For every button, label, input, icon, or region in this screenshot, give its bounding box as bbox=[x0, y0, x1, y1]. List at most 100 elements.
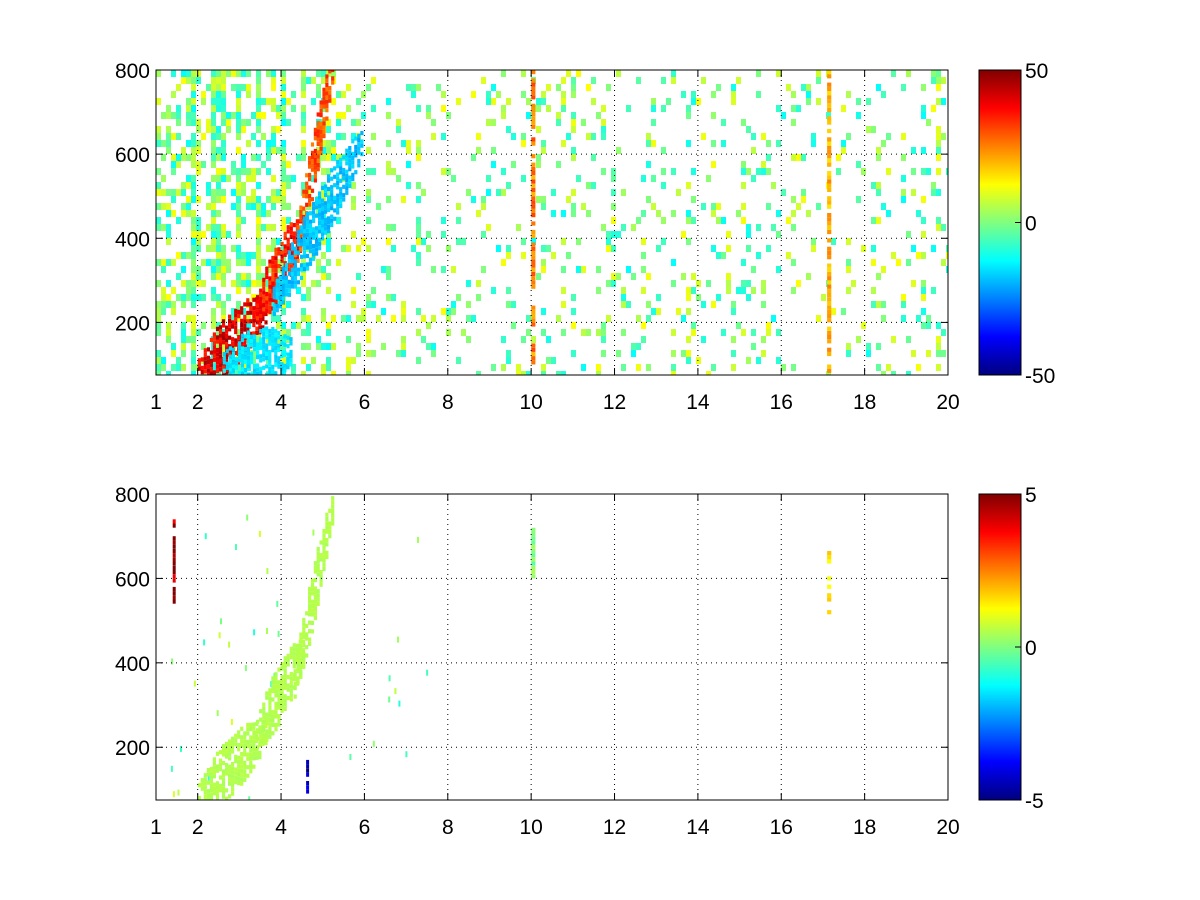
heatmap-cell bbox=[827, 347, 832, 352]
heatmap-cell bbox=[296, 210, 301, 217]
heatmap-cell bbox=[186, 336, 191, 343]
heatmap-cell bbox=[681, 273, 686, 280]
heatmap-cell bbox=[236, 168, 241, 175]
heatmap-cell bbox=[876, 301, 881, 308]
heatmap-cell bbox=[225, 754, 229, 759]
heatmap-cell bbox=[531, 196, 536, 201]
heatmap-cell bbox=[280, 662, 284, 667]
heatmap-cell bbox=[466, 189, 471, 196]
heatmap-cell bbox=[366, 147, 371, 154]
heatmap-cell bbox=[281, 329, 286, 336]
heatmap-cell bbox=[471, 196, 476, 203]
heatmap-cell bbox=[827, 335, 832, 340]
heatmap-cell bbox=[781, 364, 786, 371]
heatmap-cell bbox=[216, 238, 221, 245]
heatmap-cell bbox=[291, 175, 296, 182]
heatmap-cell bbox=[156, 189, 161, 196]
heatmap-cell bbox=[827, 204, 832, 209]
heatmap-cell bbox=[246, 343, 251, 348]
x-tick-label: 20 bbox=[936, 391, 959, 414]
heatmap-cell bbox=[305, 185, 309, 190]
heatmap-cell bbox=[251, 252, 256, 259]
heatmap-cell bbox=[342, 197, 346, 202]
heatmap-cell bbox=[280, 666, 284, 671]
heatmap-cell bbox=[216, 126, 221, 133]
heatmap-cell bbox=[531, 154, 536, 159]
heatmap-cell bbox=[319, 570, 323, 575]
heatmap-cell bbox=[236, 203, 241, 210]
heatmap-cell bbox=[231, 778, 235, 784]
heatmap-cell bbox=[246, 203, 251, 210]
heatmap-cell bbox=[601, 133, 606, 140]
heatmap-cell bbox=[761, 301, 766, 308]
heatmap-cell bbox=[313, 599, 317, 604]
heatmap-cell bbox=[204, 533, 207, 540]
x-tick-label: 14 bbox=[686, 816, 710, 839]
heatmap-cell bbox=[931, 77, 936, 84]
heatmap-cell bbox=[322, 550, 326, 555]
heatmap-cell bbox=[348, 158, 352, 163]
heatmap-cell bbox=[265, 729, 269, 734]
heatmap-cell bbox=[396, 126, 401, 133]
heatmap-cell bbox=[325, 82, 329, 87]
heatmap-cell bbox=[237, 309, 241, 314]
heatmap-cell bbox=[252, 764, 256, 769]
heatmap-cell bbox=[531, 314, 536, 319]
heatmap-cell bbox=[231, 762, 235, 767]
heatmap-cell bbox=[386, 273, 391, 280]
heatmap-cell bbox=[206, 789, 210, 794]
heatmap-cell bbox=[266, 196, 271, 203]
heatmap-cell bbox=[191, 252, 196, 259]
heatmap-cell bbox=[351, 182, 356, 189]
heatmap-cell bbox=[215, 339, 220, 344]
heatmap-cell bbox=[531, 208, 536, 213]
heatmap-cell bbox=[322, 558, 326, 563]
heatmap-cell bbox=[330, 197, 334, 202]
heatmap-cell bbox=[336, 259, 341, 266]
heatmap-cell bbox=[681, 91, 686, 98]
heatmap-cell bbox=[271, 268, 275, 273]
heatmap-cell bbox=[268, 371, 272, 375]
heatmap-cell bbox=[240, 346, 245, 351]
heatmap-cell bbox=[251, 350, 256, 357]
heatmap-cell bbox=[302, 626, 306, 631]
heatmap-cell bbox=[266, 168, 271, 175]
heatmap-cell bbox=[161, 287, 166, 294]
heatmap-cell bbox=[441, 133, 446, 140]
heatmap-cell bbox=[281, 245, 286, 252]
heatmap-cell bbox=[656, 294, 661, 301]
heatmap-cell bbox=[281, 279, 285, 284]
heatmap-cell bbox=[221, 769, 226, 774]
heatmap-cell bbox=[176, 154, 181, 161]
heatmap-cell bbox=[916, 252, 921, 259]
heatmap-cell bbox=[626, 266, 631, 273]
heatmap-cell bbox=[211, 364, 216, 371]
heatmap-cell bbox=[321, 315, 326, 322]
heatmap-cell bbox=[310, 620, 315, 625]
heatmap-cell bbox=[931, 105, 936, 112]
heatmap-cell bbox=[172, 599, 176, 604]
heatmap-cell bbox=[201, 98, 206, 105]
heatmap-cell bbox=[586, 210, 591, 217]
heatmap-cell bbox=[262, 353, 266, 358]
heatmap-cell bbox=[259, 726, 263, 731]
heatmap-cell bbox=[211, 287, 216, 294]
heatmap-cell bbox=[325, 521, 329, 526]
heatmap-cell bbox=[861, 168, 866, 175]
heatmap-cell bbox=[256, 112, 261, 119]
heatmap-cell bbox=[326, 140, 331, 147]
heatmap-cell bbox=[325, 103, 329, 109]
heatmap-cell bbox=[301, 329, 306, 336]
heatmap-cell bbox=[262, 307, 266, 312]
heatmap-cell bbox=[336, 112, 341, 119]
heatmap-cell bbox=[206, 182, 211, 189]
heatmap-cell bbox=[289, 341, 293, 346]
heatmap-cell bbox=[319, 582, 323, 587]
heatmap-cell bbox=[316, 601, 320, 606]
heatmap-cell bbox=[466, 301, 471, 308]
heatmap-cell bbox=[246, 119, 251, 126]
heatmap-cell bbox=[218, 329, 223, 334]
heatmap-cell bbox=[299, 662, 303, 667]
heatmap-cell bbox=[240, 777, 244, 782]
